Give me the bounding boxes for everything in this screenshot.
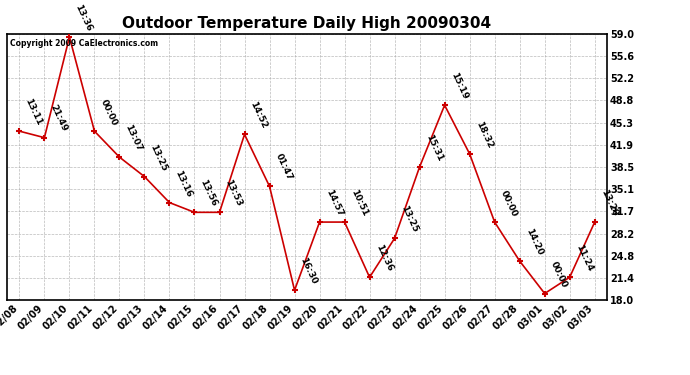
Text: 14:52: 14:52 xyxy=(248,100,269,130)
Text: 11:24: 11:24 xyxy=(574,243,594,273)
Text: 00:00: 00:00 xyxy=(499,189,519,218)
Text: Copyright 2009 CaElectronics.com: Copyright 2009 CaElectronics.com xyxy=(10,39,158,48)
Text: 13:16: 13:16 xyxy=(174,169,194,198)
Text: 13:20: 13:20 xyxy=(599,188,619,218)
Text: 13:56: 13:56 xyxy=(199,178,219,208)
Title: Outdoor Temperature Daily High 20090304: Outdoor Temperature Daily High 20090304 xyxy=(123,16,491,31)
Text: 12:36: 12:36 xyxy=(374,243,394,273)
Text: 13:36: 13:36 xyxy=(74,3,94,33)
Text: 14:20: 14:20 xyxy=(524,227,544,257)
Text: 13:25: 13:25 xyxy=(148,143,169,172)
Text: 21:49: 21:49 xyxy=(48,104,69,134)
Text: 15:31: 15:31 xyxy=(424,133,444,163)
Text: 01:47: 01:47 xyxy=(274,152,294,182)
Text: 13:53: 13:53 xyxy=(224,178,244,208)
Text: 16:30: 16:30 xyxy=(299,256,319,286)
Text: 14:57: 14:57 xyxy=(324,188,344,218)
Text: 00:00: 00:00 xyxy=(549,260,569,290)
Text: 00:00: 00:00 xyxy=(99,98,119,127)
Text: 13:11: 13:11 xyxy=(23,97,44,127)
Text: 13:25: 13:25 xyxy=(399,204,419,234)
Text: 13:07: 13:07 xyxy=(124,123,144,153)
Text: 18:32: 18:32 xyxy=(474,120,494,150)
Text: 15:19: 15:19 xyxy=(448,71,469,101)
Text: 10:51: 10:51 xyxy=(348,188,369,218)
